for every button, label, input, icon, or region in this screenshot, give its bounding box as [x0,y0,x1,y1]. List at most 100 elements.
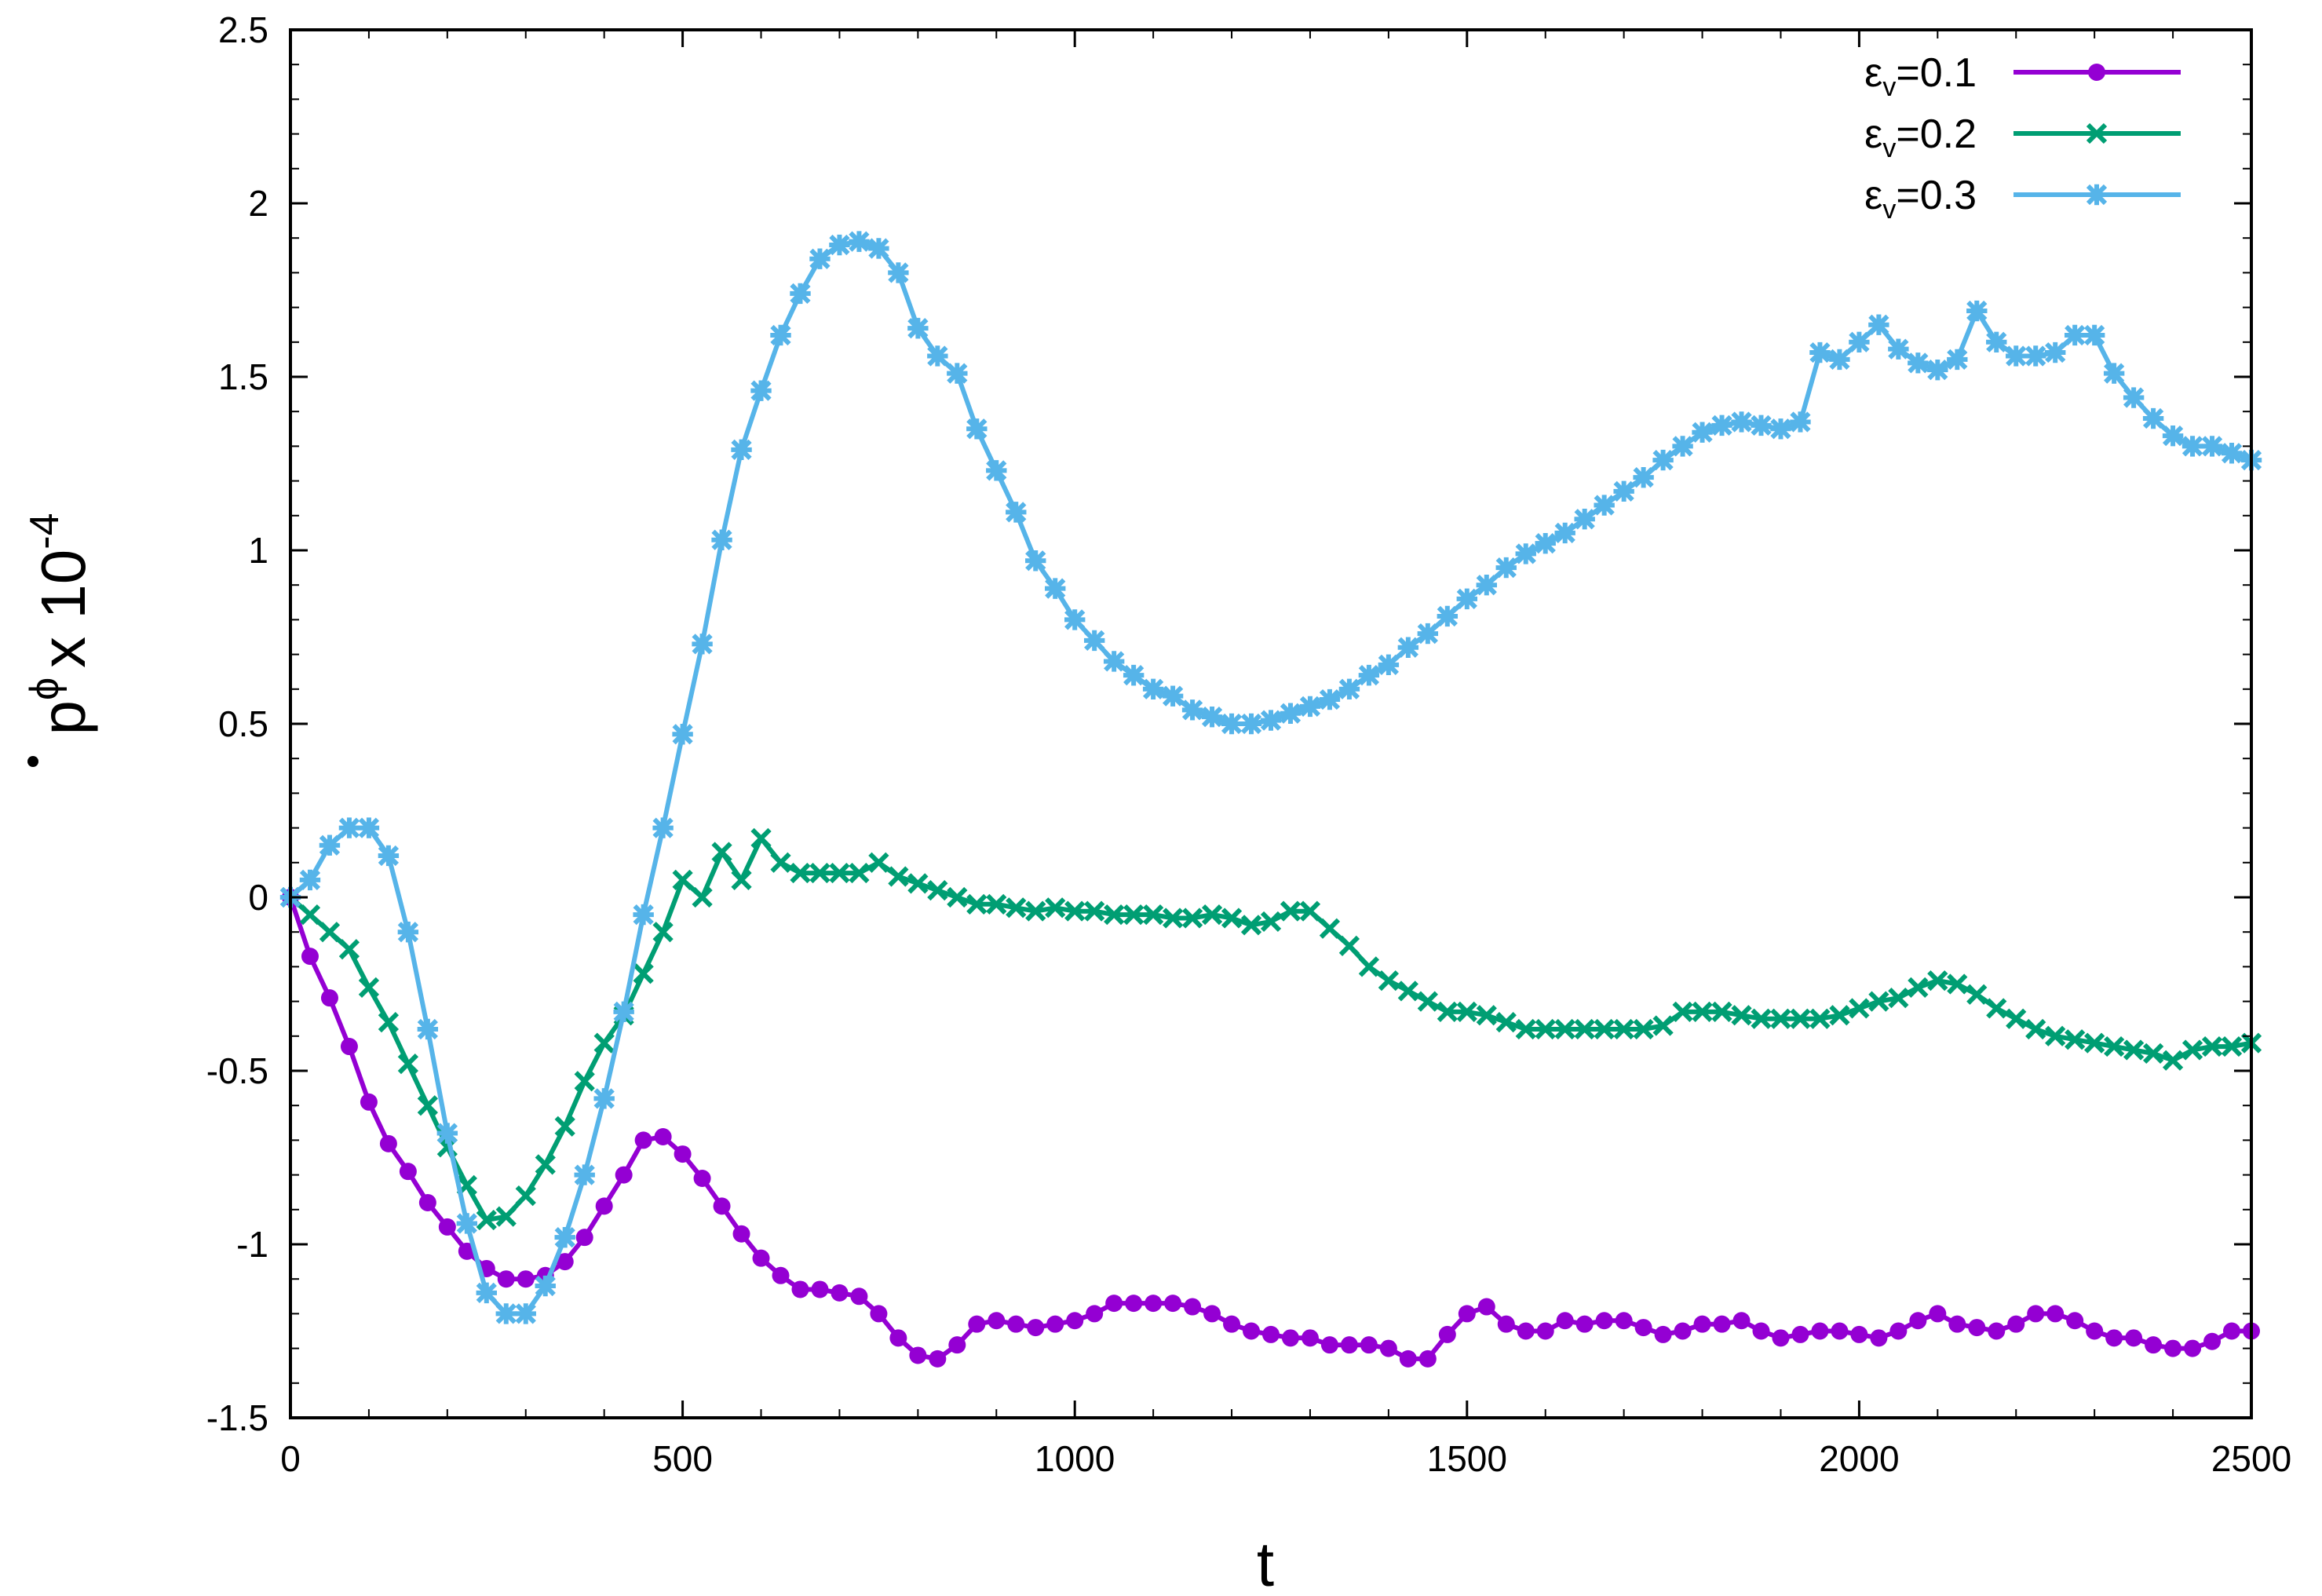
legend-entry-1: εv=0.1 [1864,50,2181,102]
data-point [752,1249,770,1267]
legend-label-sub: v [1882,195,1896,225]
data-point [1829,349,1850,371]
data-point [907,317,929,339]
data-point [1399,1349,1417,1368]
data-point [436,1123,458,1144]
data-point [1397,637,1419,658]
series-3 [279,231,2262,1324]
data-point [868,852,889,873]
data-point [870,1305,888,1323]
data-point [1181,699,1203,721]
data-point [1888,338,1909,360]
data-point [1751,415,1772,436]
data-point [790,283,811,305]
data-point [1201,904,1223,926]
data-point [1850,1325,1868,1343]
data-point [1280,703,1302,724]
data-point [613,1001,634,1023]
data-point [2142,1043,2164,1065]
data-point [1713,1315,1731,1333]
data-point [497,1270,515,1288]
legend-label-eps: ε [1864,111,1882,157]
data-point [1379,1339,1397,1357]
data-point [1476,1005,1497,1026]
data-point [2083,324,2105,346]
y-tick-label: -1 [236,1224,268,1265]
data-point [1672,1001,1693,1022]
data-point [889,1329,907,1347]
data-point [2125,1329,2143,1347]
data-point [1908,977,1929,999]
data-point [1142,904,1164,926]
data-point [417,1095,438,1116]
y-tick-label: -1.5 [206,1397,268,1438]
data-point [1790,1008,1811,1029]
data-point [1692,1001,1713,1022]
legend-label-rest: =0.1 [1896,50,1977,96]
data-point [1615,1312,1633,1330]
data-point [556,1253,574,1271]
x-tick-label: 0 [280,1438,301,1479]
data-point [1162,908,1184,929]
data-point [888,262,909,283]
data-point [1497,1315,1515,1333]
data-point [2123,1039,2145,1061]
data-point [1535,1018,1556,1040]
data-point [672,869,693,891]
data-point [319,835,341,856]
data-point [652,922,674,943]
data-point [809,862,831,884]
data-point [338,817,360,838]
data-point [2181,436,2203,457]
data-point [338,939,360,960]
data-point [2103,363,2125,384]
legend-label-sub: v [1882,72,1896,102]
data-point [1732,1312,1751,1330]
data-point [1947,349,1968,371]
data-point [1966,300,1988,322]
y-axis-title-dot [27,756,38,767]
data-point [1142,678,1164,699]
data-point [1770,418,1791,440]
legend-label-eps: ε [1864,173,1882,218]
data-point [2006,1008,2027,1029]
data-point [1221,908,1243,929]
data-point [947,886,968,908]
data-point [829,234,850,256]
data-point [1240,915,1262,936]
data-point [593,1088,615,1109]
data-point [2162,1050,2184,1071]
x-tick-label: 1000 [1035,1438,1115,1479]
data-point [1711,415,1732,436]
data-point [1025,550,1046,572]
legend-entry-3: εv=0.3 [1864,173,2181,225]
data-point [1181,908,1203,929]
series-1 [282,889,2260,1368]
data-point [1772,1329,1790,1347]
data-point [1731,411,1752,433]
data-point [1849,331,1870,352]
data-point [1654,1325,1672,1343]
data-point [517,1270,535,1288]
data-point [1338,678,1360,699]
legend-marker [2086,184,2108,206]
data-point [1437,1001,1458,1022]
data-point [1358,664,1380,686]
data-point [1536,1322,1554,1340]
data-point [2045,341,2066,363]
data-point [1929,1305,1947,1323]
data-point [2084,1032,2105,1054]
data-point [456,1213,478,1234]
data-point [1123,904,1145,926]
data-point [535,1154,556,1175]
data-point [378,1011,400,1033]
data-point [554,1116,575,1137]
data-point [1027,1319,1045,1337]
y-tick-label: -0.5 [206,1050,268,1091]
data-point [1145,1295,1163,1313]
data-point [1397,981,1418,1002]
data-point [2221,1035,2243,1057]
data-point [1692,422,1713,443]
data-point [988,1312,1006,1330]
data-point [1595,1312,1613,1330]
